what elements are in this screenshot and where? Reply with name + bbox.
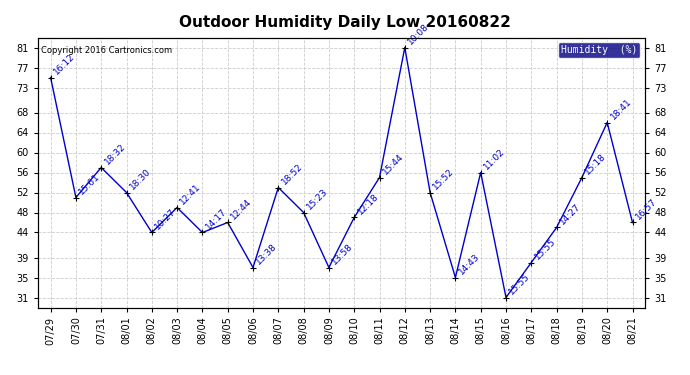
Text: 18:41: 18:41 <box>609 96 633 121</box>
Text: 10:27: 10:27 <box>153 207 178 231</box>
Text: 13:58: 13:58 <box>331 242 355 266</box>
Text: 12:18: 12:18 <box>355 192 380 216</box>
Text: 16:57: 16:57 <box>634 196 658 221</box>
Text: 11:02: 11:02 <box>482 147 506 171</box>
Text: 14:17: 14:17 <box>204 207 228 231</box>
Text: 15:18: 15:18 <box>583 152 608 176</box>
Text: 14:43: 14:43 <box>457 252 481 276</box>
Text: 10:08: 10:08 <box>406 21 431 46</box>
Text: Outdoor Humidity Daily Low 20160822: Outdoor Humidity Daily Low 20160822 <box>179 15 511 30</box>
Text: 15:61: 15:61 <box>77 171 102 196</box>
Text: 13:38: 13:38 <box>255 242 279 266</box>
Text: 18:32: 18:32 <box>103 141 127 166</box>
Text: 16:12: 16:12 <box>52 51 77 76</box>
Text: 14:27: 14:27 <box>558 202 582 226</box>
Text: 18:52: 18:52 <box>279 162 304 186</box>
Text: 12:44: 12:44 <box>229 197 253 221</box>
Text: 15:44: 15:44 <box>381 152 405 176</box>
Text: 18:30: 18:30 <box>128 166 152 191</box>
Text: 15:55: 15:55 <box>507 272 532 296</box>
Text: 15:55: 15:55 <box>533 237 558 261</box>
Text: 15:52: 15:52 <box>431 166 456 191</box>
Text: 12:41: 12:41 <box>179 182 203 206</box>
Legend: Humidity  (%): Humidity (%) <box>558 42 640 58</box>
Text: 15:23: 15:23 <box>305 186 330 211</box>
Text: Copyright 2016 Cartronics.com: Copyright 2016 Cartronics.com <box>41 46 172 55</box>
